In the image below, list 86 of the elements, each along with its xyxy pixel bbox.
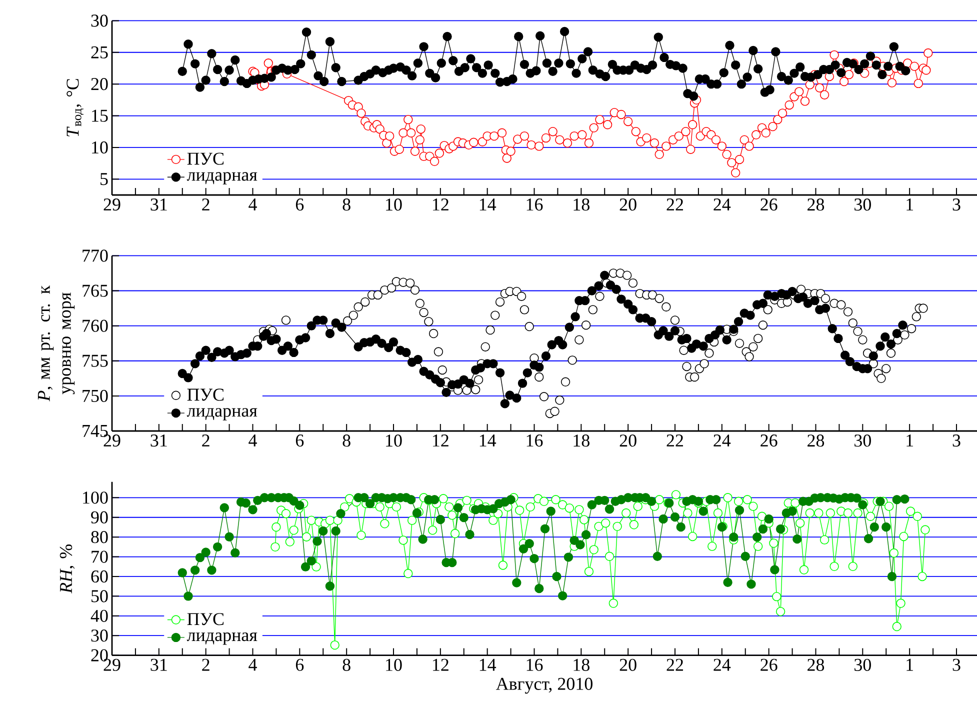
x-tick-label: 20 — [620, 434, 636, 447]
x-tick-label: 14 — [480, 658, 496, 671]
x-tick-label: 2 — [202, 198, 210, 210]
x-tick-label: 18 — [574, 198, 590, 211]
x-tick-label: 8 — [342, 434, 350, 447]
x-tick-label: 3 — [952, 658, 960, 671]
x-tick-label: 24 — [714, 658, 731, 671]
y-tick-label: 50 — [92, 590, 108, 602]
x-tick-label: 14 — [480, 434, 496, 446]
x-tick-label: 26 — [760, 658, 778, 671]
x-tick-label: 1 — [906, 434, 913, 446]
x-tick-label: 4 — [248, 658, 257, 671]
y-tick-label: 15 — [92, 110, 108, 122]
x-tick-label: 12 — [432, 198, 448, 210]
x-tick-label: 26 — [760, 198, 778, 211]
x-axis-title: Август, 2010 — [496, 678, 592, 694]
x-tick-label: 3 — [952, 198, 960, 211]
x-tick-label: 31 — [150, 434, 167, 447]
y-tick-label: 750 — [82, 390, 108, 402]
y-axis-title: T$_{вод}$, °C — [66, 79, 84, 136]
y-tick-label: 60 — [91, 570, 108, 583]
x-tick-label: 29 — [104, 434, 120, 447]
x-tick-label: 16 — [526, 434, 543, 447]
legend-label: лидарная — [186, 632, 258, 645]
x-tick-label: 2 — [202, 434, 210, 446]
x-tick-label: 16 — [526, 198, 543, 211]
x-tick-label: 22 — [666, 198, 683, 210]
x-tick-label: 2 — [202, 658, 210, 671]
x-tick-label: 12 — [432, 658, 448, 671]
x-tick-label: 1 — [906, 198, 913, 210]
x-tick-label: 4 — [248, 198, 257, 210]
x-tick-label: 16 — [526, 658, 543, 671]
x-tick-label: 10 — [386, 658, 402, 671]
x-tick-label: 12 — [432, 434, 448, 446]
x-tick-label: 3 — [952, 434, 960, 447]
x-tick-label: 20 — [620, 658, 636, 671]
x-tick-label: 30 — [854, 198, 871, 211]
y-tick-label: 20 — [91, 78, 108, 90]
y-tick-label: 40 — [90, 610, 108, 622]
x-tick-label: 24 — [714, 434, 731, 446]
x-tick-label: 26 — [760, 434, 778, 447]
x-tick-label: 18 — [574, 658, 590, 671]
y-tick-label: 30 — [91, 14, 108, 27]
y-tick-label: 765 — [82, 284, 108, 297]
x-tick-label: 22 — [666, 434, 683, 446]
x-tick-label: 24 — [714, 198, 731, 210]
y-axis-title: P, мм рт. ст. к уровню моря — [38, 285, 75, 402]
y-tick-label: 755 — [82, 354, 108, 367]
y-tick-label: 745 — [82, 424, 108, 438]
legend-label: лидарная — [186, 408, 258, 420]
x-tick-label: 30 — [854, 658, 871, 671]
legend-label: ПУС — [187, 388, 224, 401]
y-tick-label: 90 — [91, 511, 108, 524]
x-tick-label: 8 — [342, 198, 350, 211]
y-tick-label: 25 — [91, 46, 108, 58]
legend-label: лидарная — [186, 172, 258, 184]
y-tick-label: 770 — [82, 250, 108, 262]
legend-label: ПУС — [187, 152, 224, 165]
x-tick-label: 18 — [574, 434, 590, 447]
x-tick-label: 4 — [248, 434, 257, 446]
legend-label: ПУС — [187, 613, 224, 626]
y-tick-label: 10 — [92, 141, 108, 154]
x-tick-label: 10 — [386, 198, 402, 211]
x-tick-label: 20 — [620, 198, 636, 211]
x-tick-label: 8 — [342, 658, 350, 671]
y-tick-label: 80 — [91, 531, 108, 544]
y-tick-label: 5 — [100, 173, 108, 186]
y-axis-title: RH, % — [60, 544, 75, 594]
x-tick-label: 22 — [666, 658, 683, 671]
y-tick-label: 70 — [92, 550, 108, 563]
x-tick-label: 28 — [808, 198, 824, 211]
x-tick-label: 6 — [296, 434, 304, 447]
x-tick-label: 28 — [808, 434, 824, 447]
x-tick-label: 28 — [808, 658, 824, 671]
x-tick-label: 31 — [150, 658, 167, 671]
y-tick-label: 760 — [82, 320, 108, 332]
y-tick-label: 100 — [83, 492, 108, 504]
x-tick-label: 6 — [296, 658, 304, 671]
y-tick-label: 30 — [91, 630, 108, 642]
x-tick-label: 31 — [150, 198, 167, 211]
x-tick-label: 14 — [480, 198, 496, 210]
x-tick-label: 1 — [906, 658, 913, 671]
x-tick-label: 10 — [386, 434, 402, 447]
x-tick-label: 6 — [296, 198, 304, 211]
x-tick-label: 30 — [854, 434, 871, 447]
x-tick-label: 29 — [104, 198, 120, 211]
